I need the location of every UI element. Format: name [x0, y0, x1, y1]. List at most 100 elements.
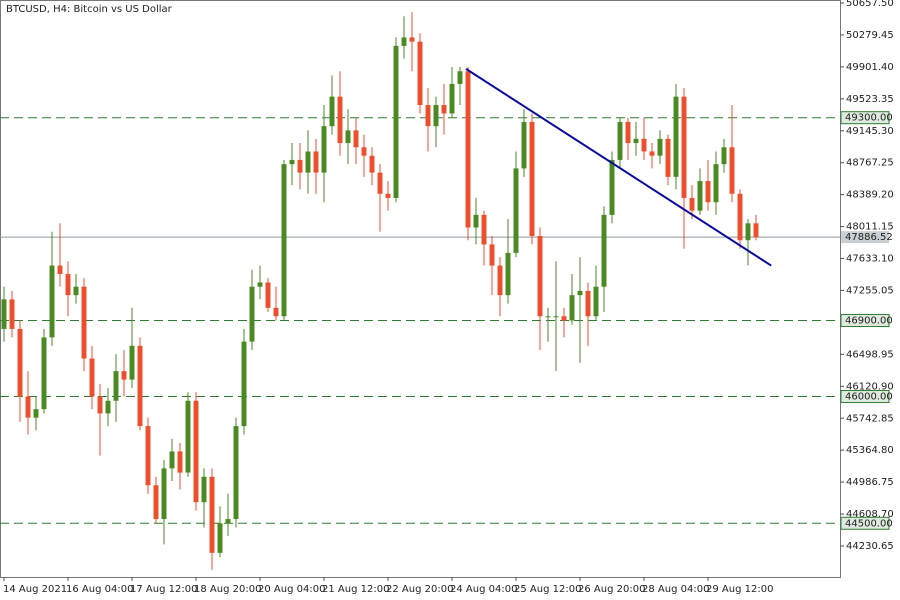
candle-body: [49, 265, 55, 338]
candle-body: [377, 172, 383, 194]
candle-body: [97, 396, 103, 414]
x-tick-label: 14 Aug 2021: [3, 584, 67, 595]
candle-body: [529, 121, 535, 236]
candle-body: [9, 299, 15, 329]
y-tick-label: 46120.90: [846, 381, 894, 392]
candle-body: [217, 523, 223, 553]
candle-body: [345, 130, 351, 144]
level-label: 44500.00: [845, 518, 893, 529]
candle-body: [25, 396, 31, 418]
candle-body: [249, 286, 255, 342]
x-tick-label: 28 Aug 04:00: [642, 584, 709, 595]
x-tick-label: 20 Aug 04:00: [258, 584, 325, 595]
candle-body: [441, 105, 447, 114]
candle-body: [713, 164, 719, 203]
candle-body: [505, 252, 511, 296]
candle-body: [329, 96, 335, 127]
candle-body: [273, 307, 279, 317]
x-tick-label: 21 Aug 12:00: [322, 584, 389, 595]
candle-body: [465, 71, 471, 228]
x-tick-label: 25 Aug 12:00: [514, 584, 581, 595]
x-tick-label: 26 Aug 20:00: [578, 584, 645, 595]
level-label-box: [840, 111, 890, 125]
candle-body: [689, 197, 695, 211]
candle-body: [393, 45, 399, 198]
candle-body: [105, 400, 111, 414]
current-price-label: 47886.52: [845, 232, 893, 243]
candle-body: [225, 519, 231, 524]
candle-body: [497, 265, 503, 296]
candle-body: [185, 400, 191, 473]
candle-body: [561, 316, 567, 321]
candle-body: [41, 337, 47, 410]
candle-body: [681, 96, 687, 198]
candle-body: [137, 345, 143, 427]
chart-title: BTCUSD, H4: Bitcoin vs US Dollar: [6, 4, 173, 15]
candle-body: [489, 244, 495, 266]
candle-body: [241, 341, 247, 427]
x-tick-label: 22 Aug 20:00: [386, 584, 453, 595]
candle-body: [609, 159, 615, 215]
candle-body: [537, 235, 543, 317]
candle-body: [313, 151, 319, 173]
candle-body: [657, 138, 663, 156]
candle-body: [257, 282, 263, 287]
candle-body: [753, 223, 759, 238]
candle-body: [321, 126, 327, 173]
trendline: [465, 68, 772, 267]
candle-body: [297, 159, 303, 173]
candle-body: [593, 286, 599, 317]
candle-body: [697, 181, 703, 211]
candle-body: [81, 286, 87, 359]
y-tick-label: 47255.05: [846, 285, 894, 296]
candle-body: [473, 214, 479, 228]
candle-body: [401, 37, 407, 46]
candle-body: [625, 121, 631, 144]
candle-body: [17, 328, 23, 397]
candle-body: [177, 451, 183, 473]
level-label: 46900.00: [845, 315, 893, 326]
level-label: 49300.00: [845, 113, 893, 124]
candle-body: [585, 290, 591, 317]
candle-body: [265, 282, 271, 308]
candle-body: [73, 286, 79, 296]
x-tick-label: 24 Aug 04:00: [450, 584, 517, 595]
candle-body: [89, 358, 95, 397]
candle-body: [633, 138, 639, 144]
y-tick-label: 49523.35: [846, 94, 894, 105]
candle-body: [649, 151, 655, 156]
x-tick-label: 17 Aug 12:00: [130, 584, 197, 595]
candle-body: [425, 105, 431, 127]
candle-body: [673, 96, 679, 177]
y-tick-label: 44230.65: [846, 541, 894, 552]
candle-body: [353, 130, 359, 148]
candle-body: [233, 426, 239, 520]
candle-body: [161, 468, 167, 520]
candle-body: [449, 83, 455, 114]
candle-body: [617, 121, 623, 160]
y-tick-label: 49901.40: [846, 62, 894, 73]
candle-body: [569, 295, 575, 321]
y-tick-label: 45742.85: [846, 413, 894, 424]
candle-body: [33, 409, 39, 418]
y-tick-label: 48389.20: [846, 190, 894, 201]
candle-body: [209, 476, 215, 553]
y-tick-label: 50279.45: [846, 30, 894, 41]
x-tick-label: 29 Aug 12:00: [706, 584, 773, 595]
candle-body: [721, 147, 727, 165]
candle-body: [129, 345, 135, 380]
candle-body: [665, 138, 671, 177]
candle-body: [281, 164, 287, 317]
candle-body: [641, 138, 647, 152]
y-tick-label: 46498.95: [846, 349, 894, 360]
y-tick-label: 44986.75: [846, 477, 894, 488]
current-price-box: [841, 231, 889, 244]
candle-body: [513, 168, 519, 253]
y-tick-label: 45364.80: [846, 445, 894, 456]
candle-body: [457, 71, 463, 84]
candle-body: [545, 316, 551, 318]
candle-body: [705, 181, 711, 203]
y-tick-label: 50657.50: [846, 0, 894, 9]
candle-body: [729, 147, 735, 194]
